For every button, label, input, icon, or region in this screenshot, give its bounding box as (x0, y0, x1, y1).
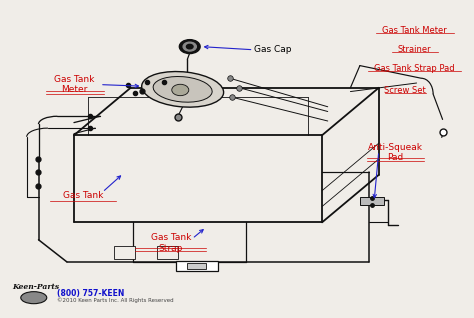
Text: Gas Tank
Strap: Gas Tank Strap (151, 233, 191, 252)
Ellipse shape (142, 72, 224, 107)
Circle shape (183, 42, 196, 51)
Circle shape (172, 84, 189, 96)
Bar (114, 246, 136, 259)
Text: Gas Tank
Meter: Gas Tank Meter (54, 75, 94, 94)
Text: Anti-Squeak
Pad: Anti-Squeak Pad (368, 143, 423, 162)
Circle shape (186, 45, 193, 49)
Text: Strainer: Strainer (397, 45, 431, 54)
Ellipse shape (153, 77, 212, 102)
Bar (175, 261, 218, 271)
Text: Gas Cap: Gas Cap (254, 45, 291, 54)
Circle shape (179, 40, 200, 53)
Text: Screw Set: Screw Set (384, 86, 426, 95)
Text: Gas Tank Strap Pad: Gas Tank Strap Pad (374, 64, 455, 73)
Ellipse shape (21, 292, 47, 304)
Text: ©2010 Keen Parts Inc. All Rights Reserved: ©2010 Keen Parts Inc. All Rights Reserve… (57, 297, 174, 303)
Text: Gas Tank Meter: Gas Tank Meter (382, 26, 447, 35)
Text: (800) 757-KEEN: (800) 757-KEEN (57, 289, 125, 298)
Text: Gas Tank: Gas Tank (63, 191, 104, 200)
Bar (360, 197, 383, 205)
Text: Keen-Parts: Keen-Parts (12, 283, 60, 291)
Bar (187, 263, 206, 269)
Bar (156, 246, 178, 259)
